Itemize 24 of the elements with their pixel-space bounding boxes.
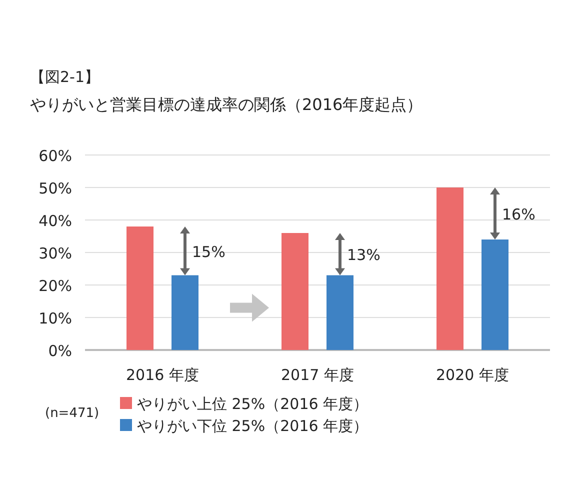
x-tick-label: 2016 年度	[126, 366, 199, 384]
y-tick-label: 20%	[38, 277, 72, 295]
y-tick-label: 60%	[38, 147, 72, 165]
x-tick-label: 2020 年度	[436, 366, 509, 384]
bar	[326, 275, 354, 350]
y-tick-label: 50%	[38, 180, 72, 198]
x-tick-label: 2017 年度	[281, 366, 354, 384]
chart-subtitle: やりがいと営業目標の達成率の関係（2016年度起点）	[30, 95, 423, 114]
legend-label: やりがい下位 25%（2016 年度）	[137, 417, 368, 435]
y-tick-label: 0%	[48, 342, 72, 360]
y-tick-label: 30%	[38, 244, 72, 262]
text: (n=471)	[45, 406, 100, 421]
annotation: 15%	[192, 242, 226, 261]
bar	[172, 275, 198, 350]
bar	[126, 226, 154, 350]
bar	[482, 240, 508, 350]
chart-title: 【図2-1】	[30, 68, 100, 86]
bar	[436, 188, 464, 350]
annotation: 16%	[502, 206, 536, 224]
y-tick-label: 10%	[38, 310, 72, 328]
legend-label: やりがい上位 25%（2016 年度）	[137, 395, 368, 413]
annotation: 13%	[347, 246, 380, 264]
bar	[282, 233, 308, 350]
y-tick-label: 40%	[38, 212, 72, 230]
